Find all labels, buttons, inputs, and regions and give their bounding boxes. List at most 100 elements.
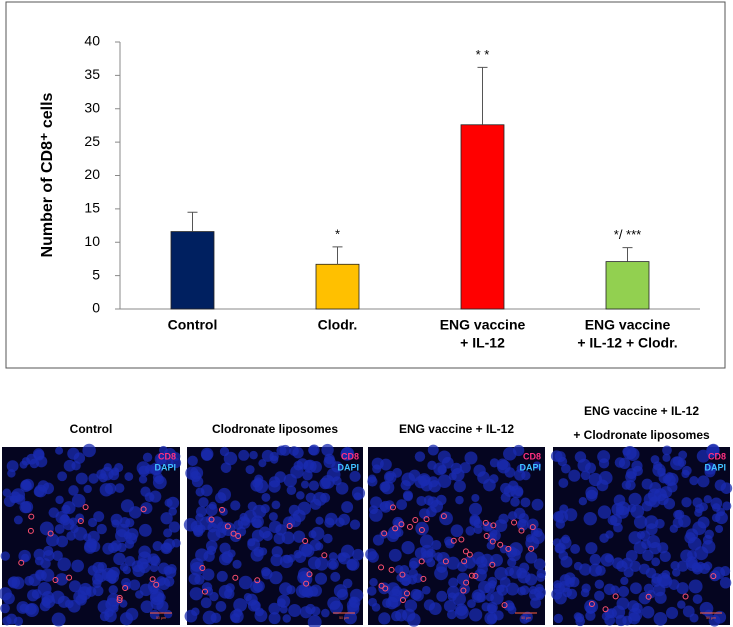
- scale-label: 50 μm: [521, 616, 531, 620]
- cell: [558, 478, 569, 488]
- cd8-cell: [468, 572, 475, 579]
- cd8-cell: [47, 530, 54, 537]
- cd8-cell: [511, 519, 518, 526]
- cell: [651, 557, 661, 567]
- cell: [408, 560, 418, 570]
- cell: [144, 492, 155, 503]
- cell: [697, 475, 710, 488]
- cell: [202, 610, 217, 625]
- y-tick-label: 15: [84, 200, 100, 216]
- cell: [681, 497, 692, 508]
- cell: [300, 480, 309, 489]
- cell: [641, 605, 655, 619]
- cell: [166, 496, 180, 510]
- cell: [437, 465, 447, 475]
- cd8-cell: [116, 594, 123, 601]
- cell: [156, 600, 169, 613]
- cell: [198, 497, 209, 508]
- cell: [324, 517, 335, 528]
- cell: [247, 599, 260, 612]
- cell: [386, 529, 400, 543]
- cell: [320, 475, 335, 489]
- cd8-cell: [389, 504, 396, 511]
- cell: [498, 513, 509, 525]
- cell: [633, 515, 648, 529]
- cd8-cell: [489, 538, 496, 545]
- cell: [367, 586, 377, 596]
- cell: [163, 610, 173, 619]
- cell: [249, 450, 258, 460]
- cell: [207, 528, 221, 542]
- cell: [57, 471, 68, 482]
- cd8-cell: [528, 545, 535, 552]
- cell: [299, 573, 313, 586]
- cell: [138, 523, 152, 537]
- cell: [83, 533, 92, 542]
- cell: [469, 608, 483, 622]
- panel-title: Control: [70, 422, 113, 436]
- cd8-cell: [378, 582, 385, 589]
- cell: [419, 534, 434, 549]
- cd8-cell: [466, 551, 473, 558]
- cell: [271, 500, 281, 510]
- cell: [487, 603, 497, 614]
- cell: [518, 519, 527, 528]
- cell: [436, 561, 448, 573]
- cell: [428, 480, 441, 493]
- cd8-cell: [302, 537, 309, 544]
- cell: [630, 582, 642, 595]
- cell: [719, 577, 732, 589]
- cell: [88, 473, 99, 484]
- cell: [340, 447, 354, 461]
- dapi-label: DAPI: [154, 462, 176, 472]
- cd8-cell: [463, 579, 470, 586]
- cell: [535, 591, 545, 601]
- cell: [268, 612, 281, 625]
- cd8-cell: [472, 572, 479, 579]
- cell: [392, 467, 403, 478]
- cell: [392, 516, 404, 528]
- cell: [98, 473, 108, 483]
- cd8-cell: [18, 559, 25, 566]
- cell: [208, 501, 217, 510]
- cell: [149, 563, 159, 573]
- cell: [483, 478, 496, 492]
- cell: [473, 525, 483, 534]
- cell: [649, 481, 662, 494]
- cell: [490, 591, 504, 605]
- cell: [614, 457, 626, 468]
- cell: [603, 583, 616, 596]
- cell: [570, 544, 581, 554]
- cd8-cell: [224, 523, 231, 530]
- cd8-cell: [403, 590, 410, 597]
- cell: [513, 507, 526, 520]
- cell: [696, 561, 706, 571]
- cell: [305, 492, 316, 503]
- cell: [268, 480, 281, 493]
- cell: [503, 446, 517, 461]
- cell: [672, 568, 681, 577]
- cell: [677, 600, 686, 609]
- cell: [217, 487, 232, 502]
- cell: [260, 504, 270, 514]
- cell: [489, 458, 500, 468]
- cell: [401, 540, 415, 555]
- cell: [585, 542, 598, 555]
- cell: [555, 510, 569, 524]
- cell: [689, 613, 699, 623]
- cell: [138, 475, 148, 484]
- cd8-cell: [489, 561, 496, 568]
- cd8-cell: [286, 523, 293, 530]
- cell: [230, 613, 240, 623]
- cell: [367, 476, 378, 487]
- cell: [55, 573, 68, 586]
- cell: [713, 610, 727, 624]
- significance-label: *: [335, 226, 340, 241]
- cell: [254, 474, 264, 484]
- cell: [579, 563, 592, 576]
- cell: [568, 576, 580, 588]
- cell: [320, 492, 331, 503]
- cell: [476, 592, 487, 603]
- cell: [14, 494, 26, 505]
- cell: [200, 484, 213, 497]
